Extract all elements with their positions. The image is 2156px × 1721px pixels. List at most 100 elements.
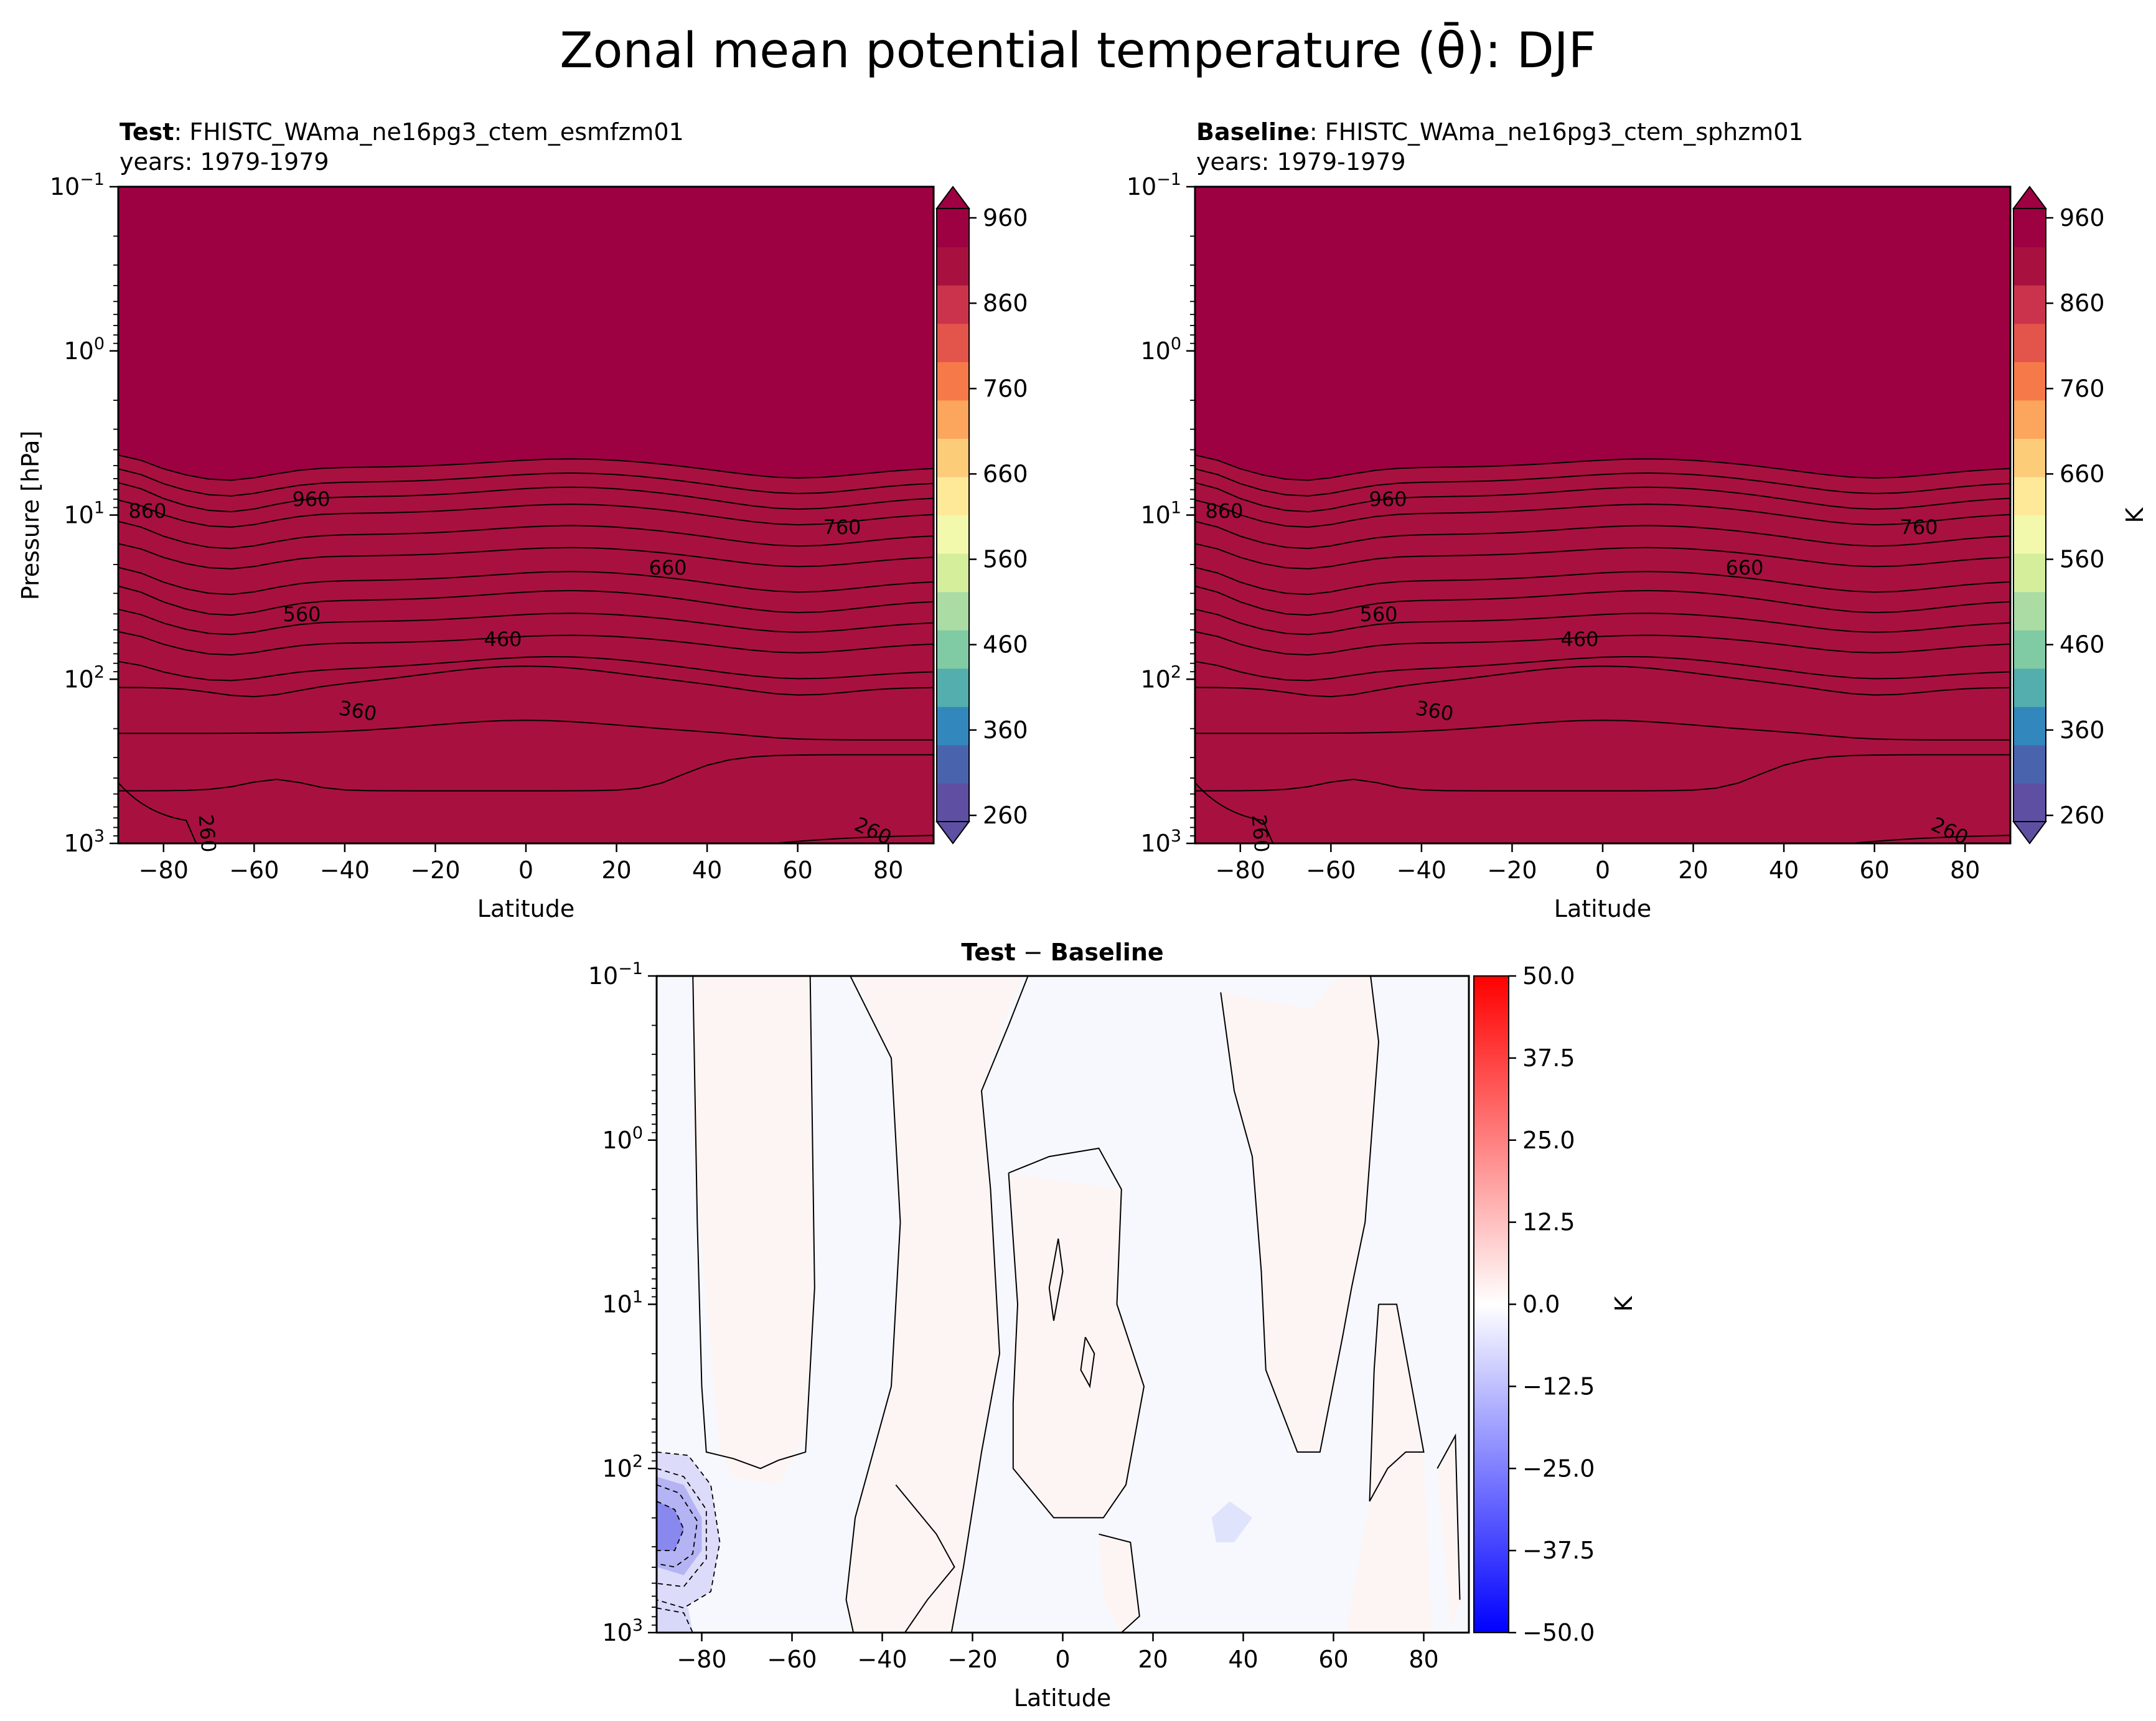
test-clabel-560: 560: [283, 603, 321, 626]
test-y-axis: 10−1 100 101 102 103: [50, 170, 118, 857]
colorbar-segment: [2013, 209, 2046, 248]
baseline-panel-years: years: 1979-1979: [1196, 148, 1406, 176]
colorbar-extend-max: [2012, 185, 2047, 209]
test-xtick-label: 20: [601, 856, 631, 884]
diff-positive-region: [874, 1484, 955, 1633]
base-contour-line: [1195, 665, 2010, 698]
diff-colorbar-tick-label: 0.0: [1522, 1291, 1560, 1318]
test-ytick-label: 102: [63, 662, 105, 693]
colorbar-frame: [2013, 208, 2046, 822]
diff-y-axis: 10−1 100 101 102 103: [588, 959, 657, 1646]
test-clabel-760: 760: [823, 515, 861, 539]
colorbar-tick-label: 560: [983, 546, 1028, 573]
diff-xtick-label: 40: [1228, 1646, 1258, 1673]
diff-positive-regions: [693, 976, 1460, 1633]
diff-positive-region: [846, 976, 1024, 1633]
diff-xtick-label: −80: [677, 1646, 726, 1673]
baseline-plot-area: [1195, 187, 2010, 843]
colorbar-tick-label: 960: [983, 204, 1028, 232]
colorbar-segment: [937, 783, 969, 822]
base-ytick-label: 10−1: [1127, 170, 1181, 200]
colorbar-tick-label: 560: [2060, 546, 2105, 573]
test-clabel-860: 860: [128, 499, 166, 523]
test-contour-line: [118, 454, 934, 481]
diff-contour-line: [895, 1484, 955, 1633]
colorbar-segment: [2013, 706, 2046, 746]
test-colorbar: 960 860 760 660 560 460 360 260: [935, 185, 1028, 845]
diff-colorbar: 50.0 37.5 25.0 12.5 0.0 −12.5 −25.0 −37.5 −50.0: [1473, 962, 1595, 1646]
base-ytick-label: 100: [1140, 334, 1181, 365]
diff-ytick-label: 101: [602, 1288, 643, 1318]
colorbar-tick-label: 460: [983, 631, 1028, 659]
baseline-contour-lines: [1195, 454, 2010, 843]
test-xtick-label: −40: [320, 856, 370, 884]
diff-x-label: Latitude: [1014, 1684, 1111, 1712]
colorbar-tick-label: 760: [2060, 375, 2105, 402]
colorbar-segment: [2013, 285, 2046, 324]
colorbar-segment: [2013, 630, 2046, 669]
base-xtick-label: −20: [1487, 856, 1537, 884]
colorbar-segment: [937, 515, 969, 554]
diff-xtick-label: 0: [1055, 1646, 1070, 1673]
diff-ytick-label: 10−1: [588, 959, 643, 990]
test-contour-260-left: [118, 782, 197, 843]
test-plot-area: [118, 187, 934, 843]
test-ytick-label: 100: [63, 334, 105, 365]
test-clabel-460: 460: [484, 627, 522, 651]
test-xtick-label: 80: [873, 856, 903, 884]
diff-xtick-label: 20: [1138, 1646, 1168, 1673]
base-xtick-label: 80: [1950, 856, 1980, 884]
baseline-colorbar-label: K: [2121, 507, 2149, 523]
colorbar-segment: [2013, 515, 2046, 554]
colorbar-tick-label: 260: [983, 802, 1028, 829]
test-x-axis: −80 −60 −40 −20 0 20 40 60 80: [139, 843, 903, 884]
colorbar-segment: [2013, 591, 2046, 631]
base-contour-line: [1195, 520, 2010, 550]
colorbar-segment: [937, 209, 969, 248]
colorbar-tick-label: 860: [2060, 289, 2105, 317]
diff-neg-blob: [1211, 1501, 1252, 1542]
diff-colorbar-gradient: [1474, 976, 1509, 1633]
baseline-x-label: Latitude: [1554, 895, 1651, 922]
diff-ytick-label: 100: [602, 1123, 643, 1154]
colorbar-segment: [2013, 438, 2046, 477]
baseline-clabel-760: 760: [1900, 515, 1938, 539]
diff-colorbar-tick-label: 12.5: [1522, 1209, 1575, 1236]
baseline-y-axis: 10−1 100 101 102 103: [1127, 170, 1195, 857]
baseline-clabel-460: 460: [1560, 627, 1598, 651]
base-ytick-label: 101: [1140, 499, 1181, 529]
colorbar-segment: [2013, 323, 2046, 362]
diff-contour-line: [845, 976, 901, 1633]
test-xtick-label: −60: [229, 856, 279, 884]
diff-colorbar-tick-label: 25.0: [1522, 1127, 1575, 1154]
diff-positive-region: [1008, 1173, 1144, 1518]
base-contour-line: [1195, 754, 2010, 792]
test-clabel-960: 960: [292, 487, 330, 511]
colorbar-extend-max: [935, 185, 970, 209]
diff-neg-surface: [657, 1600, 693, 1633]
colorbar-tick-label: 360: [983, 716, 1028, 744]
diff-contour-negative: [657, 1468, 707, 1588]
baseline-clabel-560: 560: [1359, 603, 1397, 626]
test-ytick-label: 10−1: [50, 170, 105, 200]
colorbar-segment: [2013, 744, 2046, 784]
diff-contour-line: [1437, 1433, 1461, 1600]
diff-xtick-label: 80: [1408, 1646, 1438, 1673]
base-contour-line: [1195, 566, 2010, 596]
colorbar-segment: [937, 744, 969, 784]
test-contour-line: [118, 720, 934, 741]
test-contour-line: [118, 468, 934, 497]
test-contour-line: [118, 499, 934, 528]
base-contour-line: [1195, 482, 2010, 513]
test-clabel-660: 660: [649, 556, 687, 579]
diff-contour-line: [1048, 1238, 1064, 1321]
diff-x-axis: −80 −60 −40 −20 0 20 40 60 80: [677, 1633, 1439, 1673]
baseline-panel-title: Baseline: FHISTC_WAma_ne16pg3_ctem_sphzm…: [1196, 118, 1804, 146]
baseline-clabel-960: 960: [1369, 487, 1407, 511]
test-contour-line: [118, 585, 934, 616]
test-title-rest: : FHISTC_WAma_ne16pg3_ctem_esmfzm01: [174, 118, 683, 146]
diff-plot-area: [657, 976, 1469, 1633]
test-contour-line: [118, 520, 934, 550]
test-panel-title: Test: FHISTC_WAma_ne16pg3_ctem_esmfzm01: [120, 118, 684, 146]
